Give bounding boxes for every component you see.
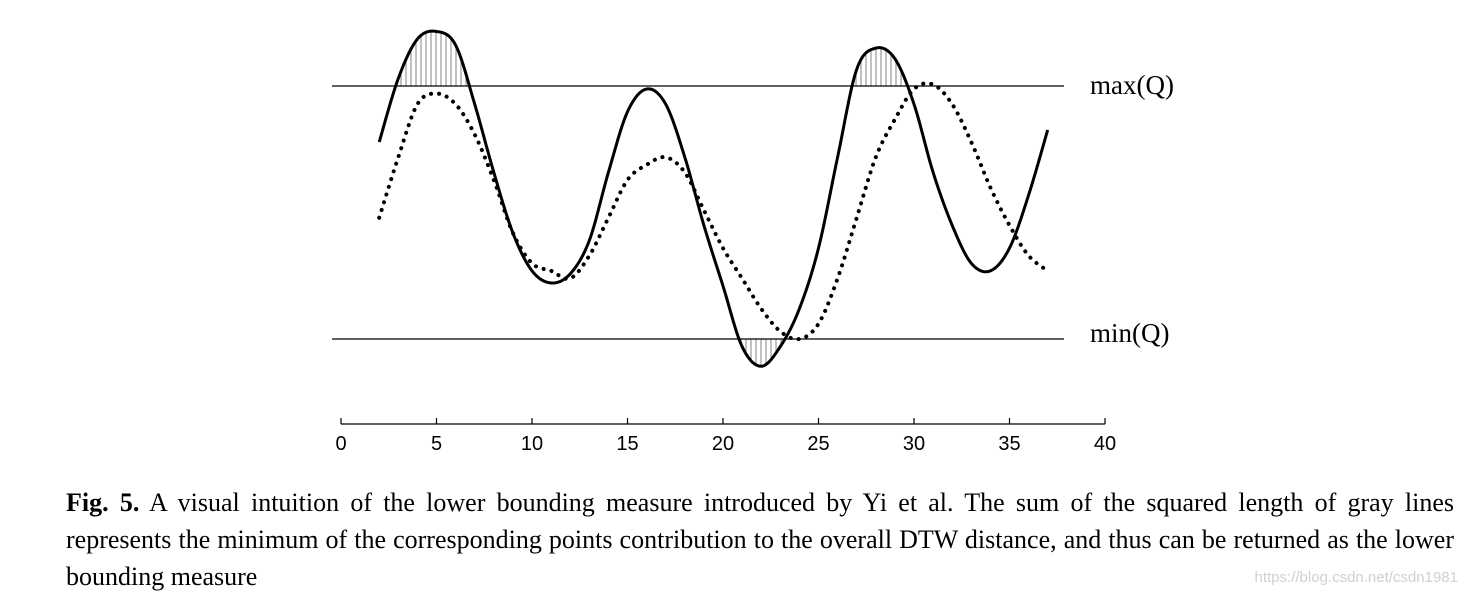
series-dotted-line (377, 81, 1050, 342)
x-tick-label: 20 (712, 433, 734, 455)
x-tick-label: 40 (1094, 433, 1116, 455)
figure-label: Fig. 5. (66, 488, 140, 517)
min-bound-label: min(Q) (1090, 318, 1169, 348)
figure-caption: Fig. 5. A visual intuition of the lower … (66, 484, 1454, 595)
x-axis: 0 5 10 15 20 25 30 35 40 (335, 418, 1116, 455)
x-tick-label: 15 (616, 433, 638, 455)
dtw-lower-bound-figure: max(Q) min(Q) 0 5 10 15 20 25 30 35 40 (332, 29, 1174, 455)
series-solid-line (377, 29, 1050, 368)
caption-text: A visual intuition of the lower bounding… (66, 488, 1454, 591)
x-tick-label: 30 (903, 433, 925, 455)
x-tick-label: 0 (335, 433, 346, 455)
x-tick-label: 35 (998, 433, 1020, 455)
series-layer (377, 29, 1050, 368)
max-bound-label: max(Q) (1090, 70, 1174, 100)
x-tick-label: 10 (521, 433, 543, 455)
watermark: https://blog.csdn.net/csdn1981 (1254, 569, 1458, 586)
x-tick-label: 5 (431, 433, 442, 455)
x-tick-label: 25 (807, 433, 829, 455)
